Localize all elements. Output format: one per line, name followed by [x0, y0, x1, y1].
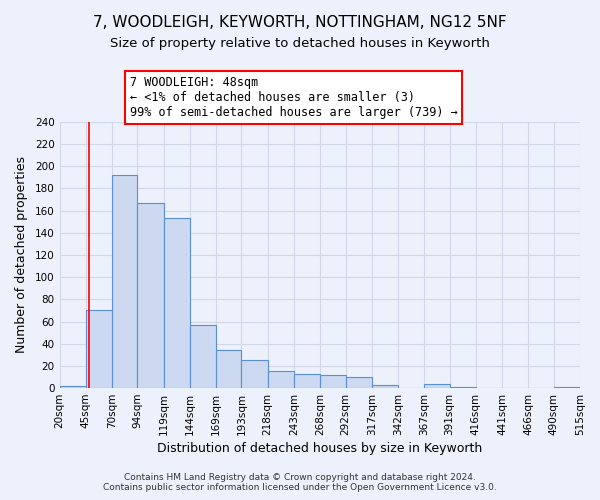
Bar	[190, 325, 216, 388]
Bar	[449, 387, 476, 388]
Bar	[164, 218, 190, 388]
Text: 7 WOODLEIGH: 48sqm
← <1% of detached houses are smaller (3)
99% of semi-detached: 7 WOODLEIGH: 48sqm ← <1% of detached hou…	[130, 76, 458, 119]
Bar	[216, 350, 241, 388]
Bar	[554, 387, 580, 388]
Bar	[59, 386, 86, 388]
Bar	[372, 384, 398, 388]
Bar	[268, 372, 294, 388]
Text: 7, WOODLEIGH, KEYWORTH, NOTTINGHAM, NG12 5NF: 7, WOODLEIGH, KEYWORTH, NOTTINGHAM, NG12…	[93, 15, 507, 30]
Y-axis label: Number of detached properties: Number of detached properties	[15, 156, 28, 354]
Bar	[320, 375, 346, 388]
Bar	[112, 175, 137, 388]
Bar	[424, 384, 449, 388]
Bar	[294, 374, 320, 388]
Text: Size of property relative to detached houses in Keyworth: Size of property relative to detached ho…	[110, 38, 490, 51]
Bar	[241, 360, 268, 388]
Bar	[137, 203, 164, 388]
Bar	[346, 377, 372, 388]
X-axis label: Distribution of detached houses by size in Keyworth: Distribution of detached houses by size …	[157, 442, 482, 455]
Bar	[86, 310, 112, 388]
Text: Contains HM Land Registry data © Crown copyright and database right 2024.
Contai: Contains HM Land Registry data © Crown c…	[103, 473, 497, 492]
